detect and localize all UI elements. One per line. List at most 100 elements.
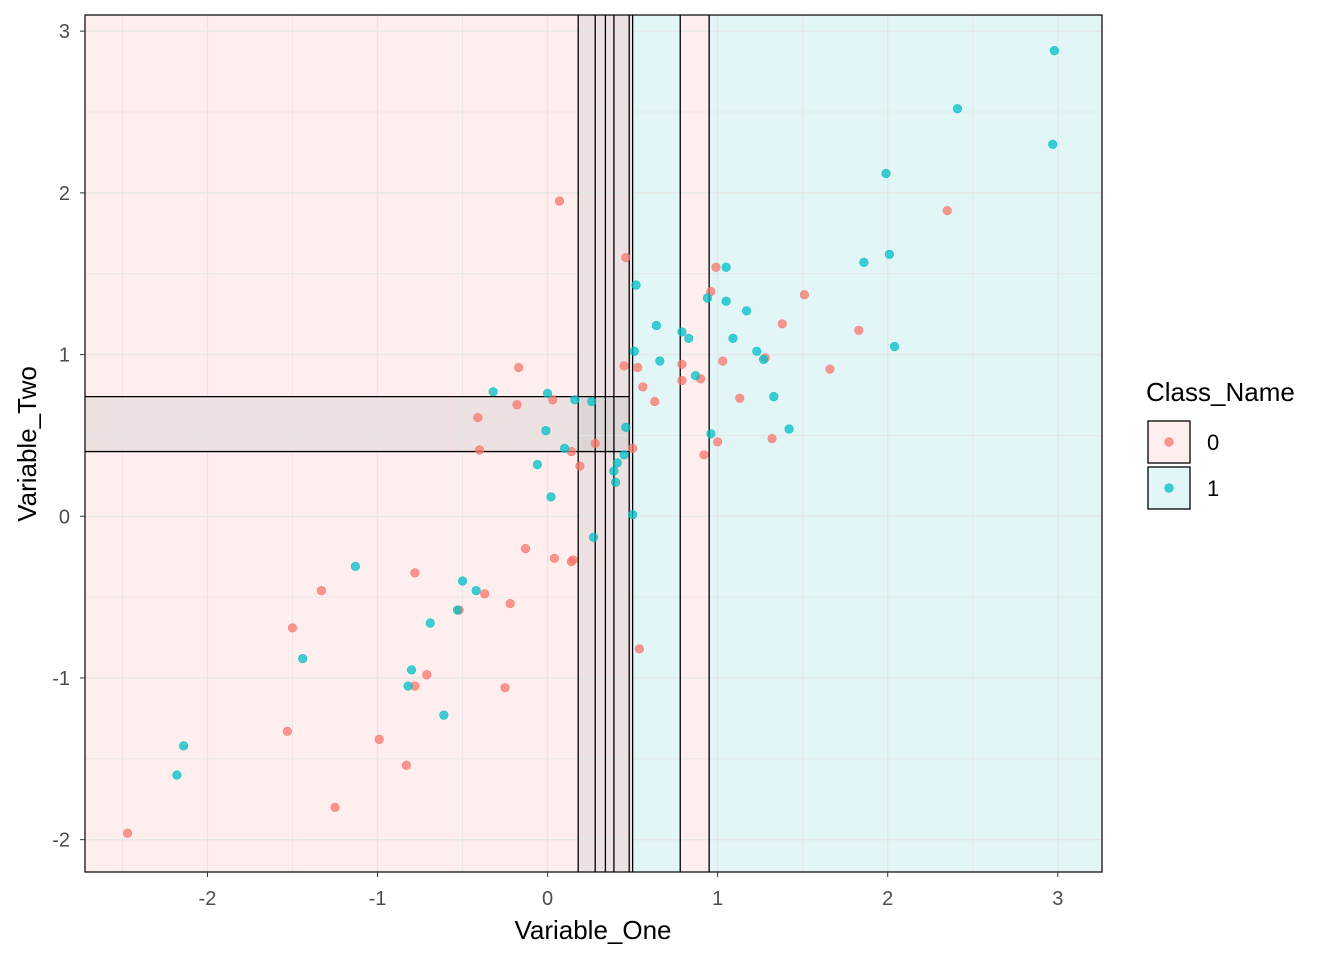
point-class-0 [638, 382, 648, 392]
point-class-1 [677, 327, 687, 337]
data-points [122, 45, 1059, 838]
y-tick-label: -1 [52, 668, 70, 690]
legend-label: 1 [1207, 476, 1219, 501]
point-class-0 [711, 262, 721, 272]
point-class-0 [677, 375, 687, 386]
point-class-1 [706, 429, 716, 439]
y-axis-ticks: -2 -1 0 1 2 3 [52, 21, 85, 852]
point-class-0 [401, 760, 412, 770]
point-class-0 [474, 445, 485, 455]
region-class-1 [630, 15, 681, 872]
point-class-1 [425, 618, 435, 628]
plot-panel [84, 14, 1103, 873]
point-class-1 [457, 576, 468, 586]
point-class-1 [859, 257, 869, 267]
legend-entries: 01 [1147, 420, 1219, 510]
point-class-1 [758, 354, 769, 365]
point-class-1 [587, 396, 597, 407]
point-class-0 [713, 437, 723, 447]
region-class-1 [85, 396, 630, 452]
x-tick-label: 3 [1052, 888, 1063, 910]
point-class-0 [735, 393, 745, 403]
point-class-0 [330, 802, 340, 812]
point-class-1 [1048, 139, 1058, 149]
point-class-1 [179, 741, 189, 751]
point-class-1 [172, 770, 182, 780]
point-class-1 [769, 392, 779, 402]
point-class-0 [699, 450, 709, 460]
point-class-0 [619, 361, 629, 371]
x-axis-ticks: -2 -1 0 1 2 3 [199, 872, 1063, 910]
point-class-1 [298, 653, 308, 664]
point-class-0 [520, 544, 531, 554]
point-class-1 [488, 387, 498, 397]
point-class-1 [452, 605, 463, 615]
point-class-0 [575, 461, 585, 471]
point-class-0 [410, 568, 420, 578]
legend-key-point [1164, 437, 1174, 447]
point-class-0 [374, 734, 384, 745]
point-class-1 [881, 168, 891, 179]
point-class-1 [541, 425, 551, 436]
point-class-0 [634, 644, 645, 654]
point-class-1 [471, 586, 481, 596]
point-class-0 [568, 555, 578, 565]
point-class-1 [570, 395, 580, 405]
point-class-1 [611, 477, 621, 487]
point-class-0 [554, 196, 565, 206]
point-class-1 [655, 356, 665, 366]
point-class-1 [784, 424, 794, 434]
point-class-1 [350, 561, 361, 571]
legend-entry: 0 [1147, 420, 1219, 464]
x-tick-label: -1 [369, 888, 387, 910]
x-tick-label: 2 [882, 888, 893, 910]
point-class-1 [546, 492, 556, 502]
point-class-1 [631, 280, 641, 290]
point-class-1 [702, 293, 713, 303]
y-axis-title: Variable_Two [12, 366, 42, 522]
point-class-0 [825, 364, 835, 374]
region-class-0 [85, 15, 631, 872]
y-tick-label: 1 [59, 345, 70, 367]
y-tick-label: 0 [59, 506, 70, 528]
x-tick-label: -2 [199, 888, 217, 910]
y-tick-label: 3 [59, 21, 70, 43]
point-class-0 [677, 359, 687, 369]
point-class-1 [721, 262, 731, 272]
point-class-1 [1049, 45, 1059, 56]
y-tick-label: -2 [52, 830, 70, 852]
legend-label: 0 [1207, 430, 1219, 455]
x-tick-label: 1 [712, 888, 723, 910]
point-class-0 [718, 356, 728, 366]
region-class-0 [680, 15, 710, 872]
legend: Class_Name 01 [1146, 377, 1295, 510]
point-class-0 [473, 413, 483, 423]
point-class-0 [514, 362, 524, 373]
panel-border [84, 14, 1103, 873]
point-class-1 [612, 458, 622, 468]
point-class-1 [406, 665, 417, 675]
point-class-1 [752, 346, 762, 356]
point-class-1 [690, 370, 701, 381]
point-class-0 [621, 252, 631, 263]
point-class-1 [684, 333, 694, 343]
point-class-0 [854, 325, 864, 335]
point-class-0 [590, 438, 600, 449]
y-tick-label: 2 [59, 183, 70, 205]
point-class-1 [609, 466, 619, 476]
point-class-1 [559, 443, 570, 453]
point-class-0 [287, 623, 298, 633]
point-class-0 [316, 586, 326, 596]
point-class-1 [439, 710, 449, 720]
point-class-1 [884, 249, 895, 259]
point-class-1 [628, 510, 638, 520]
point-class-1 [629, 346, 639, 356]
region-class-1 [578, 15, 631, 872]
legend-key-point [1164, 483, 1174, 493]
point-class-1 [741, 306, 752, 316]
point-class-0 [422, 670, 432, 680]
point-class-0 [628, 443, 638, 453]
x-tick-label: 0 [542, 888, 553, 910]
point-class-1 [588, 532, 599, 542]
